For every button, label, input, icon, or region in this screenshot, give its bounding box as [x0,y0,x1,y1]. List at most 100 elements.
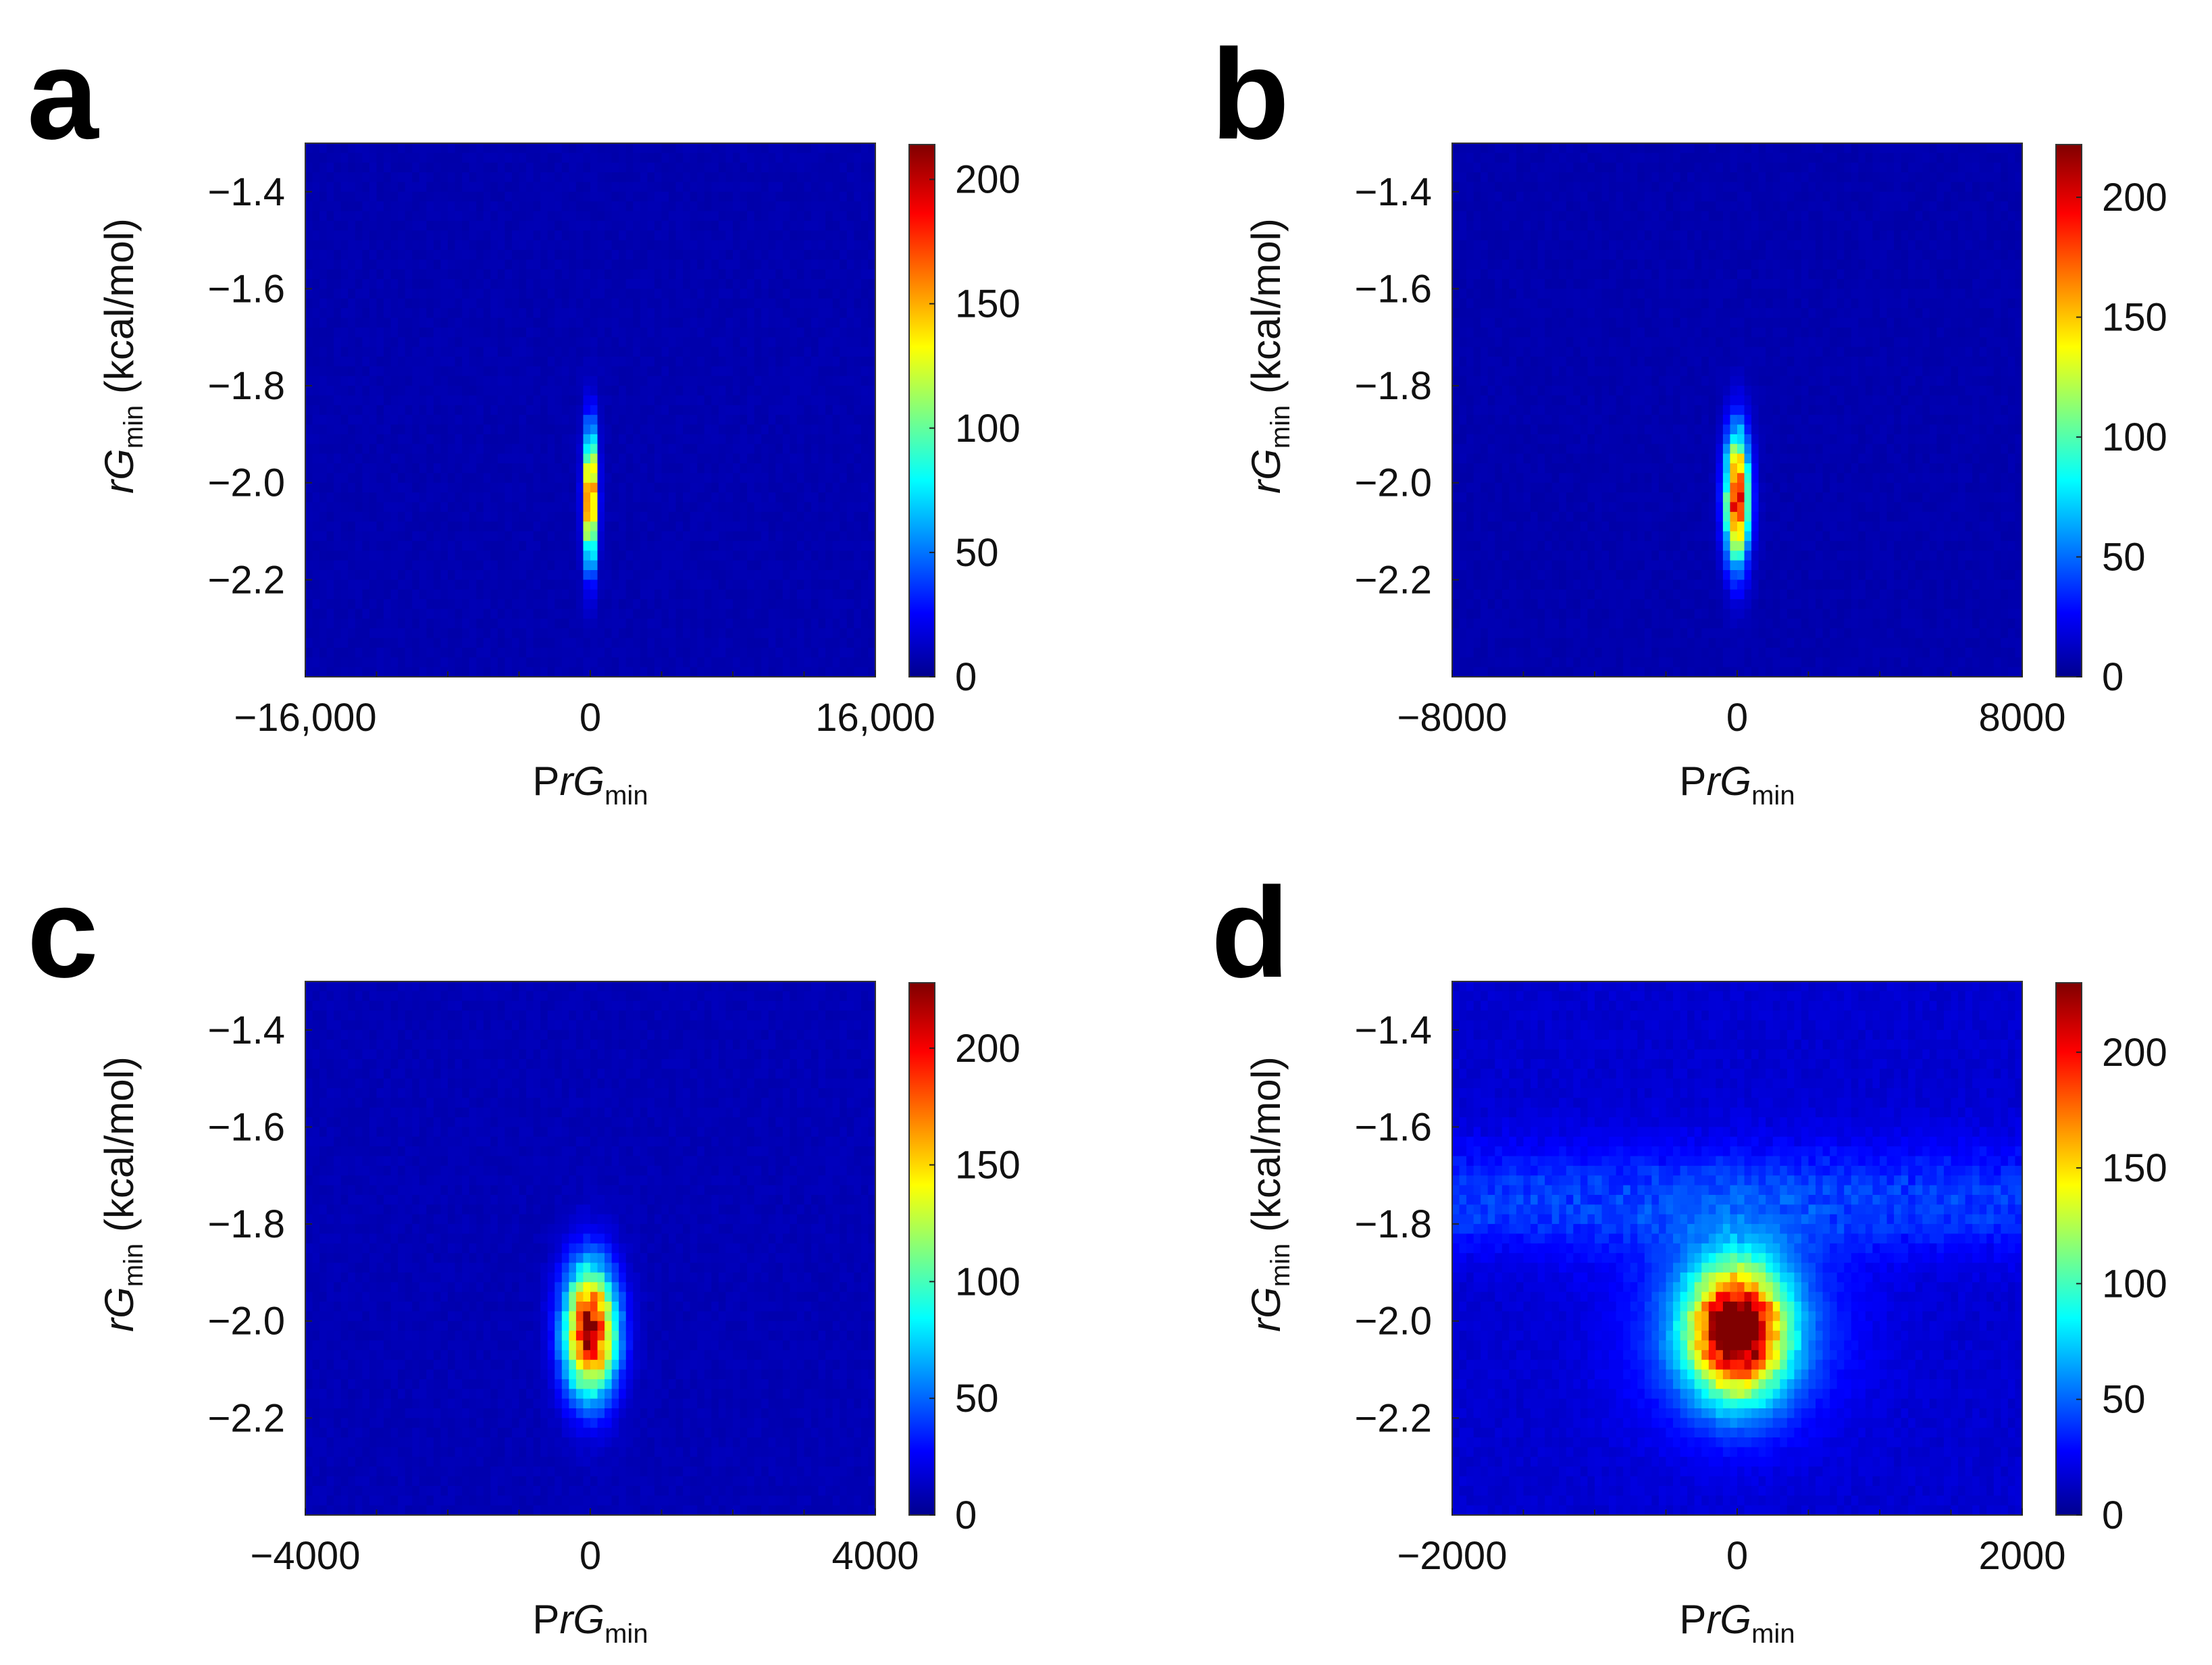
heatmap-cell [455,405,463,415]
heatmap-cell [362,628,369,638]
heatmap-cell [505,590,512,600]
heatmap-cell [555,550,562,561]
heatmap-cell [505,337,512,347]
heatmap-cell [384,328,391,338]
heatmap-cell [426,619,434,629]
heatmap-cell [355,425,363,435]
heatmap-cell [448,347,455,357]
heatmap-cell [540,561,548,571]
heatmap-cell [313,599,320,609]
heatmap-cell [498,492,505,503]
heatmap-cell [576,483,584,493]
heatmap-cell [476,376,484,386]
heatmap-cell [540,502,548,512]
heatmap-cell [405,521,413,532]
heatmap-cell [405,444,413,454]
heatmap-cell [519,337,527,347]
heatmap-cell [384,502,391,512]
heatmap-cell [341,211,349,222]
heatmap-cell [305,201,313,211]
heatmap-cell [590,657,598,667]
heatmap-cell [555,192,562,202]
heatmap-cell [334,192,341,202]
heatmap-cell [355,357,363,367]
heatmap-cell [440,337,448,347]
heatmap-cell [448,502,455,512]
heatmap-cell [498,318,505,328]
heatmap-cell [448,163,455,173]
heatmap-cell [619,619,626,629]
heatmap-cell [355,561,363,571]
heatmap-cell [512,463,519,473]
heatmap-cell [362,550,369,561]
heatmap-cell [512,657,519,667]
heatmap-cell [419,483,427,493]
heatmap-cell [405,395,413,405]
heatmap-cell [612,337,619,347]
heatmap-cell [426,386,434,396]
heatmap-cell [377,270,384,280]
heatmap-cell [412,550,419,561]
heatmap-cell [455,619,463,629]
heatmap-cell [512,376,519,386]
heatmap-cell [534,570,541,580]
heatmap-cell [562,561,569,571]
heatmap-cell [419,211,427,222]
heatmap-cell [505,347,512,357]
heatmap-cell [327,590,334,600]
heatmap-cell [355,454,363,464]
heatmap-cell [519,512,527,522]
heatmap-cell [519,318,527,328]
heatmap-cell [398,590,405,600]
heatmap-cell [369,279,377,289]
heatmap-cell [362,580,369,590]
heatmap-cell [612,541,619,551]
heatmap-cell [319,395,327,405]
heatmap-cell [505,366,512,376]
heatmap-cell [405,230,413,240]
heatmap-cell [369,357,377,367]
heatmap-cell [469,590,477,600]
heatmap-cell [562,376,569,386]
heatmap-cell [476,201,484,211]
heatmap-cell [490,337,498,347]
heatmap-cell [384,153,391,163]
heatmap-cell [583,405,590,415]
heatmap-cell [583,328,590,338]
heatmap-cell [583,386,590,396]
heatmap-cell [462,550,469,561]
heatmap-cell [490,444,498,454]
heatmap-cell [590,550,598,561]
heatmap-cell [583,357,590,367]
heatmap-cell [355,628,363,638]
heatmap-cell [319,163,327,173]
heatmap-cell [319,211,327,222]
heatmap-cell [348,240,355,251]
heatmap-cell [305,192,313,202]
heatmap-cell [534,521,541,532]
heatmap-cell [384,250,391,260]
heatmap-cell [548,521,555,532]
heatmap-cell [484,299,491,309]
heatmap-cell [569,288,576,299]
heatmap-cell [391,657,398,667]
heatmap-cell [590,609,598,619]
heatmap-cell [498,561,505,571]
heatmap-cell [313,405,320,415]
heatmap-cell [455,502,463,512]
heatmap-cell [484,599,491,609]
heatmap-cell [305,502,313,512]
heatmap-cell [612,454,619,464]
heatmap-cell [505,657,512,667]
heatmap-cell [384,648,391,658]
heatmap-cell [362,182,369,192]
heatmap-cell [448,648,455,658]
heatmap-cell [362,657,369,667]
heatmap-cell [590,521,598,532]
heatmap-cell [412,308,419,318]
heatmap-cell [540,609,548,619]
heatmap-cell [419,561,427,571]
heatmap-cell [369,366,377,376]
heatmap-cell [505,521,512,532]
heatmap-cell [526,386,534,396]
